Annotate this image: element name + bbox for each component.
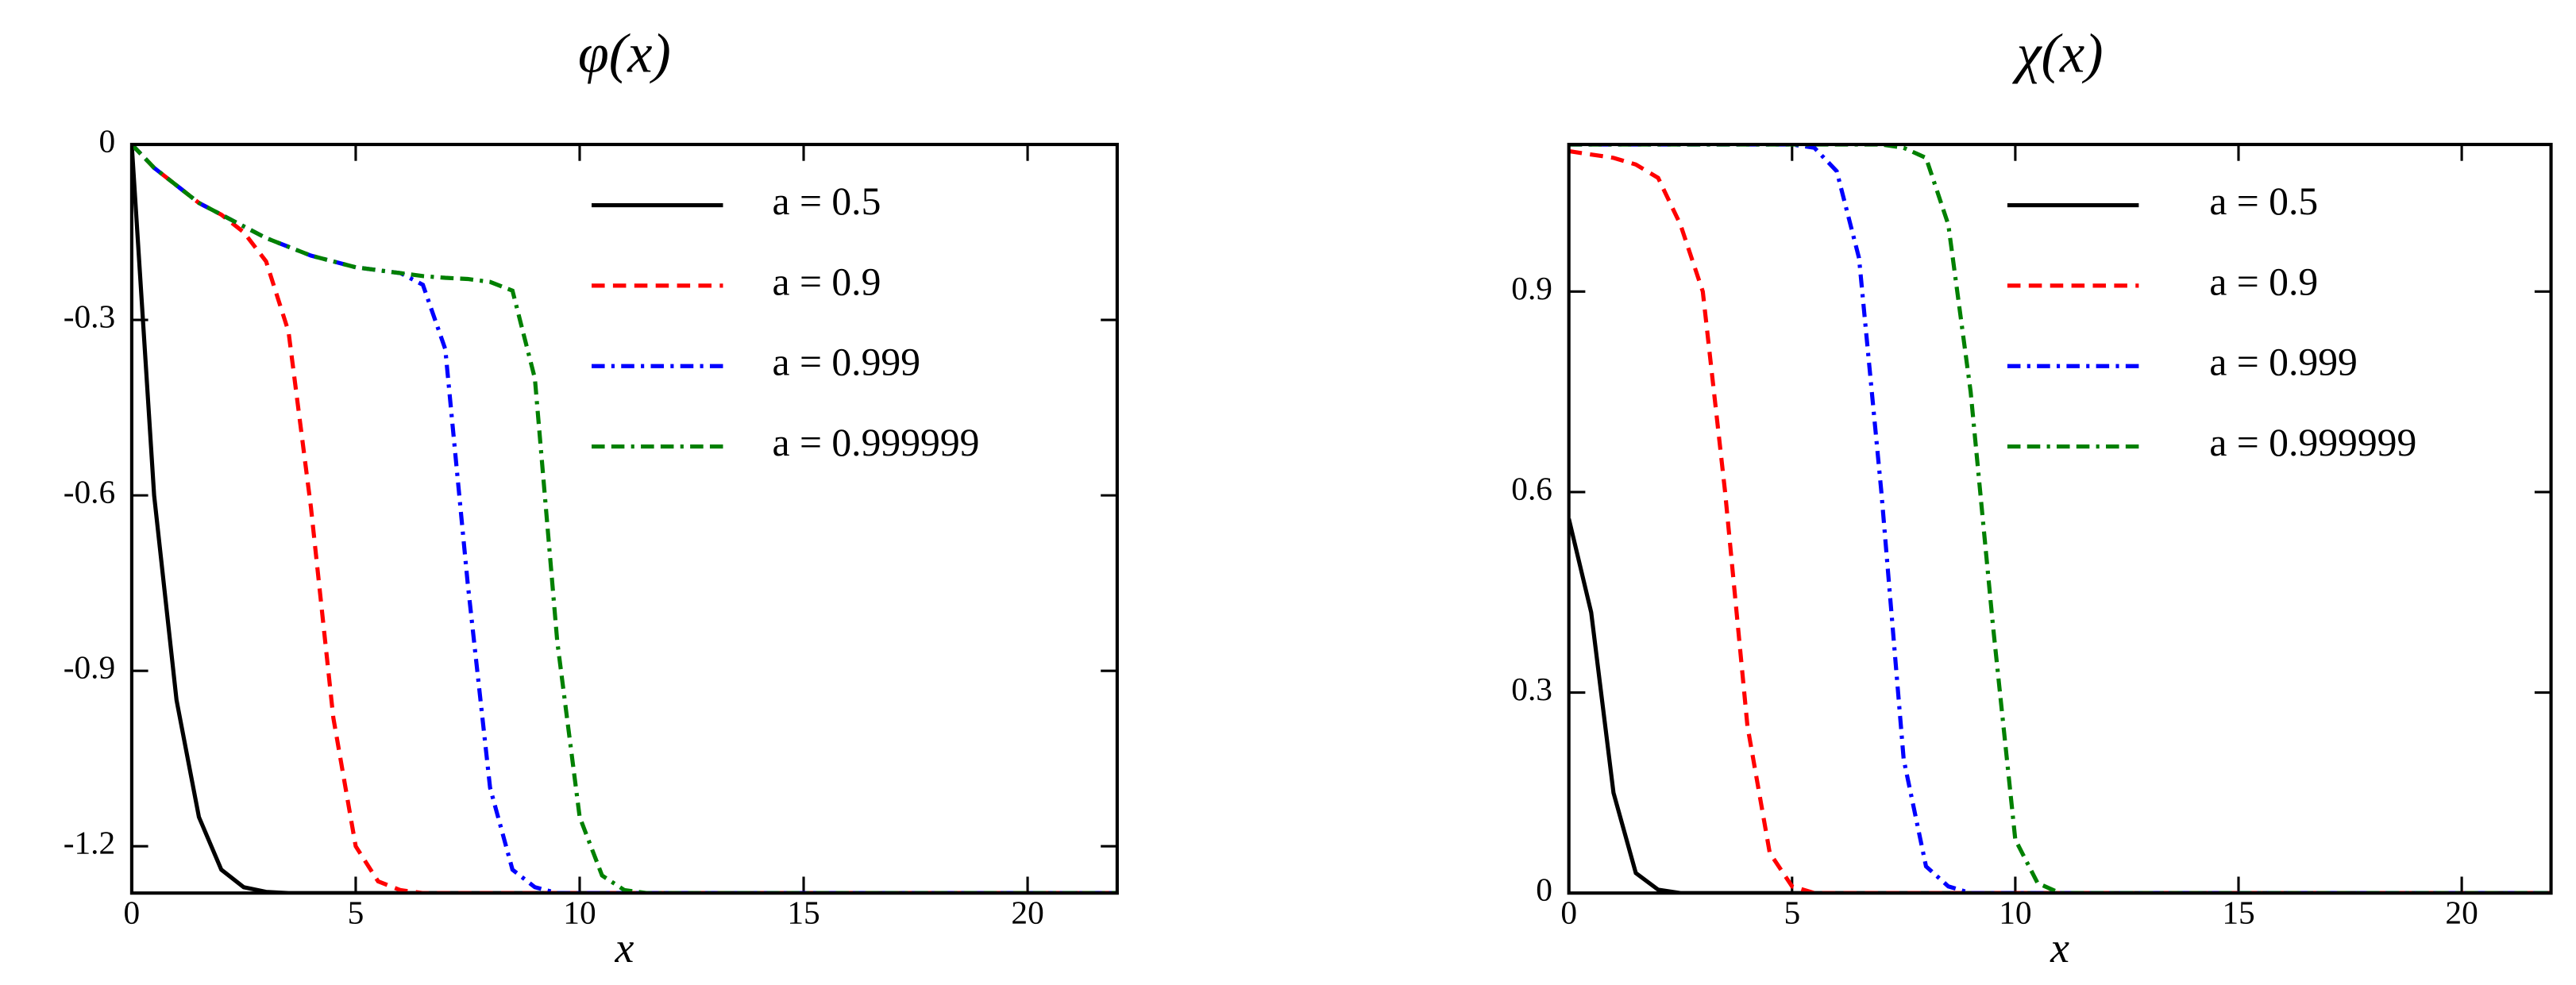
x-tick-label: 5 — [348, 895, 364, 931]
plot-frame — [1567, 142, 2553, 895]
plot-area — [1568, 144, 2551, 894]
x-tick-label: 10 — [563, 895, 596, 931]
legend-label: a = 0.999 — [2209, 341, 2357, 384]
x-tick-label: 20 — [2445, 895, 2478, 931]
series-line — [1568, 148, 2551, 894]
y-tick-label: -0.6 — [64, 474, 115, 510]
y-tick-label: -0.9 — [64, 649, 115, 686]
series-line — [1568, 518, 2551, 894]
legend-label: a = 0.5 — [2209, 179, 2318, 223]
legend-label: a = 0.999999 — [2209, 421, 2416, 464]
chart-title: φ(x) — [578, 23, 671, 85]
y-tick-label: 0 — [99, 122, 116, 159]
series-line — [1568, 144, 2551, 894]
y-tick-label: 0.3 — [1511, 671, 1552, 707]
y-tick-label: -1.2 — [64, 825, 115, 861]
x-tick-label: 15 — [2222, 895, 2254, 931]
legend-label: a = 0.999 — [773, 341, 920, 384]
plot-frame — [129, 142, 1119, 895]
legend-label: a = 0.999999 — [773, 421, 980, 464]
series-line — [131, 144, 1117, 894]
x-tick-label: 15 — [787, 895, 819, 931]
legend-label: a = 0.9 — [773, 260, 881, 303]
series-line — [1568, 144, 2551, 894]
x-tick-label: 0 — [1560, 895, 1577, 931]
legend-label: a = 0.5 — [773, 179, 881, 223]
x-tick-label: 10 — [1999, 895, 2031, 931]
y-tick-label: 0.9 — [1511, 270, 1552, 306]
x-tick-label: 20 — [1011, 895, 1043, 931]
y-tick-label: 0.6 — [1511, 470, 1552, 506]
plot-area — [131, 144, 1117, 894]
y-tick-label: 0 — [1536, 871, 1552, 908]
y-tick-label: -0.3 — [64, 298, 115, 335]
chart-title: χ(x) — [2012, 23, 2104, 85]
series-line — [131, 144, 1117, 894]
series-line — [131, 144, 1117, 894]
x-axis-label: x — [614, 924, 634, 972]
x-tick-label: 5 — [1784, 895, 1800, 931]
series-line — [131, 144, 1117, 894]
legend-label: a = 0.9 — [2209, 260, 2318, 303]
x-tick-label: 0 — [124, 895, 141, 931]
x-axis-label: x — [2050, 924, 2069, 972]
